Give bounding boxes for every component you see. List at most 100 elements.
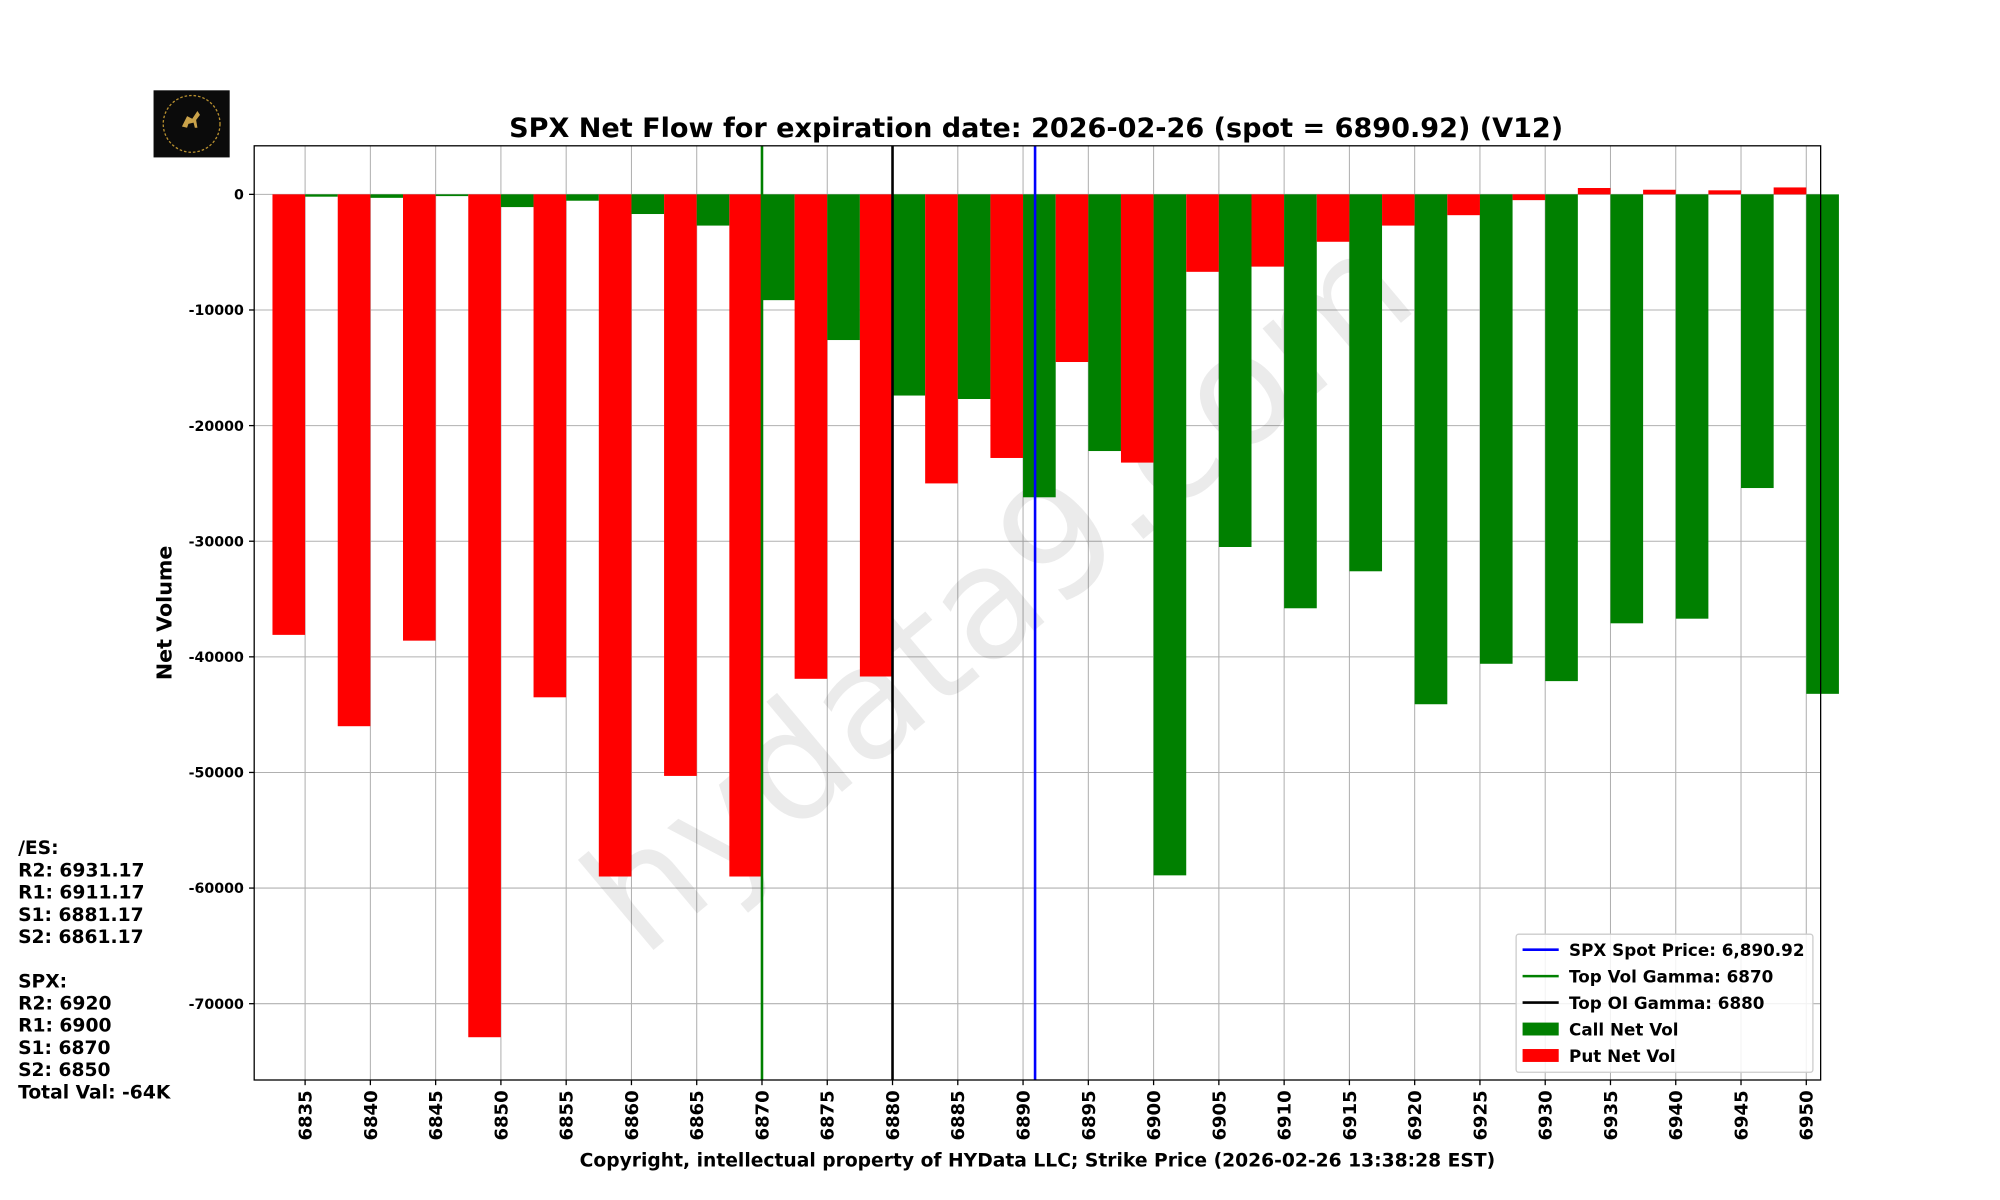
y-tick-label: 0 — [234, 188, 244, 204]
put-bar-6845 — [403, 194, 436, 641]
call-bar-6865 — [696, 194, 730, 226]
legend-entry: Call Net Vol — [1569, 1019, 1679, 1039]
call-bar-6840 — [370, 194, 404, 198]
put-bar-6835 — [272, 194, 306, 635]
call-bar-6850 — [500, 194, 534, 208]
x-tick-label: 6915 — [1340, 1090, 1361, 1140]
legend-entry: SPX Spot Price: 6,890.92 — [1569, 940, 1804, 960]
call-bar-6940 — [1675, 194, 1709, 619]
x-tick-label: 6930 — [1536, 1090, 1557, 1140]
call-bar-6870 — [761, 194, 795, 301]
put-bar-6940 — [1643, 189, 1676, 195]
x-tick-label: 6905 — [1209, 1090, 1230, 1140]
x-tick-label: 6935 — [1601, 1090, 1622, 1140]
call-bar-6895 — [1088, 194, 1121, 452]
level-line: R2: 6931.17 — [18, 860, 145, 881]
legend-entry: Top OI Gamma: 6880 — [1569, 993, 1764, 1013]
x-tick-label: 6875 — [818, 1090, 839, 1140]
level-line: R1: 6911.17 — [18, 883, 145, 904]
put-bar-6915 — [1316, 194, 1350, 242]
x-tick-label: 6950 — [1797, 1090, 1818, 1140]
x-tick-label: 6855 — [557, 1090, 578, 1140]
call-bar-6945 — [1741, 194, 1774, 489]
put-bar-6875 — [794, 194, 828, 679]
legend-patch-swatch — [1522, 1022, 1559, 1036]
x-tick-label: 6870 — [752, 1090, 773, 1140]
plot-frame — [253, 145, 1822, 1081]
bars — [272, 187, 1839, 1038]
put-bar-6860 — [598, 194, 632, 877]
put-bar-6865 — [664, 194, 697, 776]
x-tick-label: 6840 — [361, 1090, 382, 1140]
level-line: S1: 6881.17 — [18, 905, 144, 926]
put-bar-6895 — [1055, 194, 1089, 363]
call-bar-6935 — [1610, 194, 1644, 624]
legend: SPX Spot Price: 6,890.92 Top Vol Gamma: 6… — [1515, 933, 1814, 1073]
call-bar-6880 — [892, 194, 926, 396]
legend-entry: Top Vol Gamma: 6870 — [1569, 967, 1773, 987]
put-bar-6925 — [1447, 194, 1480, 216]
x-tick-label: 6910 — [1275, 1090, 1296, 1140]
x-tick-label: 6880 — [883, 1090, 904, 1140]
call-bar-6930 — [1545, 194, 1578, 682]
y-tick-label: -40000 — [189, 650, 244, 666]
x-tick-label: 6900 — [1144, 1090, 1165, 1140]
x-tick-label: 6885 — [948, 1090, 969, 1140]
x-tick-label: 6890 — [1014, 1090, 1035, 1140]
call-bar-6875 — [827, 194, 860, 341]
call-bar-6915 — [1349, 194, 1383, 572]
call-bar-6900 — [1153, 194, 1187, 876]
call-bar-6920 — [1414, 194, 1448, 705]
x-tick-label: 6860 — [622, 1090, 643, 1140]
call-bar-6845 — [435, 194, 469, 197]
level-line: S1: 6870 — [18, 1038, 110, 1059]
put-bar-6935 — [1577, 188, 1611, 195]
put-bar-6855 — [533, 194, 567, 698]
put-bar-6950 — [1773, 187, 1807, 195]
level-line: R2: 6920 — [18, 994, 111, 1015]
call-bar-6855 — [566, 194, 599, 201]
put-bar-6930 — [1512, 194, 1546, 201]
y-tick-label: -10000 — [189, 303, 244, 319]
legend-patch-swatch — [1522, 1049, 1559, 1062]
call-bar-6890 — [1023, 194, 1056, 498]
level-line: S2: 6850 — [18, 1060, 110, 1081]
put-bar-6920 — [1382, 194, 1415, 226]
put-bar-6885 — [925, 194, 958, 484]
x-tick-label: 6835 — [296, 1090, 317, 1140]
level-line: /ES: — [18, 838, 59, 859]
call-bar-6925 — [1479, 194, 1513, 664]
level-line: SPX: — [18, 971, 67, 992]
x-tick-label: 6845 — [426, 1090, 447, 1140]
y-axis: 0 -10000 -20000 -30000 -40000 -50000 -60000 -70… — [189, 188, 255, 1013]
put-bar-6945 — [1708, 190, 1742, 195]
call-bar-6950 — [1806, 194, 1839, 694]
put-bar-6910 — [1251, 194, 1285, 267]
x-tick-label: 6920 — [1405, 1090, 1426, 1140]
put-bar-6850 — [468, 194, 501, 1038]
x-tick-label: 6850 — [491, 1090, 512, 1140]
level-line: R1: 6900 — [18, 1016, 111, 1037]
y-tick-label: -30000 — [189, 534, 244, 550]
y-tick-label: -70000 — [189, 997, 244, 1013]
call-bar-6860 — [631, 194, 665, 215]
y-tick-label: -20000 — [189, 419, 244, 435]
put-bar-6905 — [1186, 194, 1219, 272]
x-tick-label: 6895 — [1079, 1090, 1100, 1140]
x-axis: 6835 6840 6845 6850 6855 6860 6865 6870 6875 6880… — [296, 1080, 1818, 1141]
x-tick-label: 6945 — [1731, 1090, 1752, 1140]
put-bar-6870 — [729, 194, 762, 877]
level-line: S2: 6861.17 — [18, 927, 144, 948]
call-bar-6835 — [305, 194, 338, 197]
put-bar-6900 — [1120, 194, 1154, 463]
put-bar-6840 — [337, 194, 371, 727]
call-bar-6885 — [957, 194, 991, 400]
y-axis-label: Net Volume — [153, 546, 177, 681]
level-line: Total Val: -64K — [18, 1082, 172, 1103]
chart-title: SPX Net Flow for expiration date: 2026-0… — [509, 113, 1563, 144]
hydata-logo — [153, 90, 230, 158]
call-bar-6910 — [1284, 194, 1317, 609]
x-tick-label: 6865 — [687, 1090, 708, 1140]
